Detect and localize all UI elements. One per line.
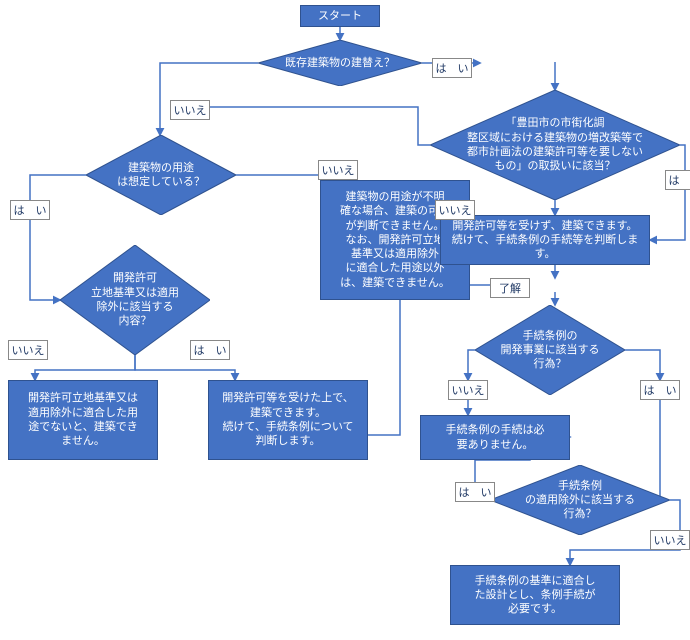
node-r_dev_ok: 開発許可等を受けず、建築できます。続けて、手続条例の手続等を判断します。 [440, 215, 650, 265]
edge-label-l_ack: 了解 [490, 278, 530, 298]
edge-label-l_d4_no: いいえ [435, 200, 475, 220]
node-d2: 建築物の用途は想定している？ [86, 135, 236, 215]
edge-label-l_d6_no: いいえ [650, 530, 690, 550]
edge-label-l_d4_yes: は い [665, 170, 690, 190]
edge-label-l_d5_yes: は い [640, 380, 680, 400]
node-d1: 既存建築物の建替え？ [258, 40, 422, 86]
node-d4: 「豊田市の市街化調整区域における建築物の増改築等で都市計画法の建築許可等を要しな… [430, 90, 680, 200]
edge-label-l_d2_no: いいえ [318, 160, 358, 180]
edge-label-l_d1_no: いいえ [170, 100, 210, 120]
edge-label-l_d3_yes: は い [190, 340, 230, 360]
node-d6: 手続条例の適用除外に該当する行為？ [490, 465, 670, 535]
node-d3: 開発許可立地基準又は適用除外に該当する内容？ [60, 245, 210, 355]
node-d5: 手続条例の開発事業に該当する行為？ [475, 305, 625, 395]
node-r_fit: 開発許可等を受けた上で、建築できます。続けて、手続条例について判断します。 [208, 380, 368, 460]
node-start: スタート [300, 5, 380, 27]
node-r_need: 手続条例の基準に適合した設計とし、条例手続が必要です。 [450, 565, 620, 625]
node-r_no_fit: 開発許可立地基準又は適用除外に適合した用途でないと、建築できません。 [8, 380, 158, 460]
edge [160, 63, 258, 135]
node-r_noproc: 手続条例の手続は必要ありません。 [420, 415, 570, 460]
edge-label-l_d2_yes: は い [10, 200, 50, 220]
edge [625, 350, 660, 380]
edge-label-l_d6_yes: は い [455, 482, 495, 502]
edge-label-l_d5_no: いいえ [448, 380, 488, 400]
edge [35, 355, 135, 380]
edge [468, 350, 475, 380]
edge-label-l_d1_yes: は い [432, 58, 472, 78]
edge-label-l_d3_no: いいえ [8, 340, 48, 360]
